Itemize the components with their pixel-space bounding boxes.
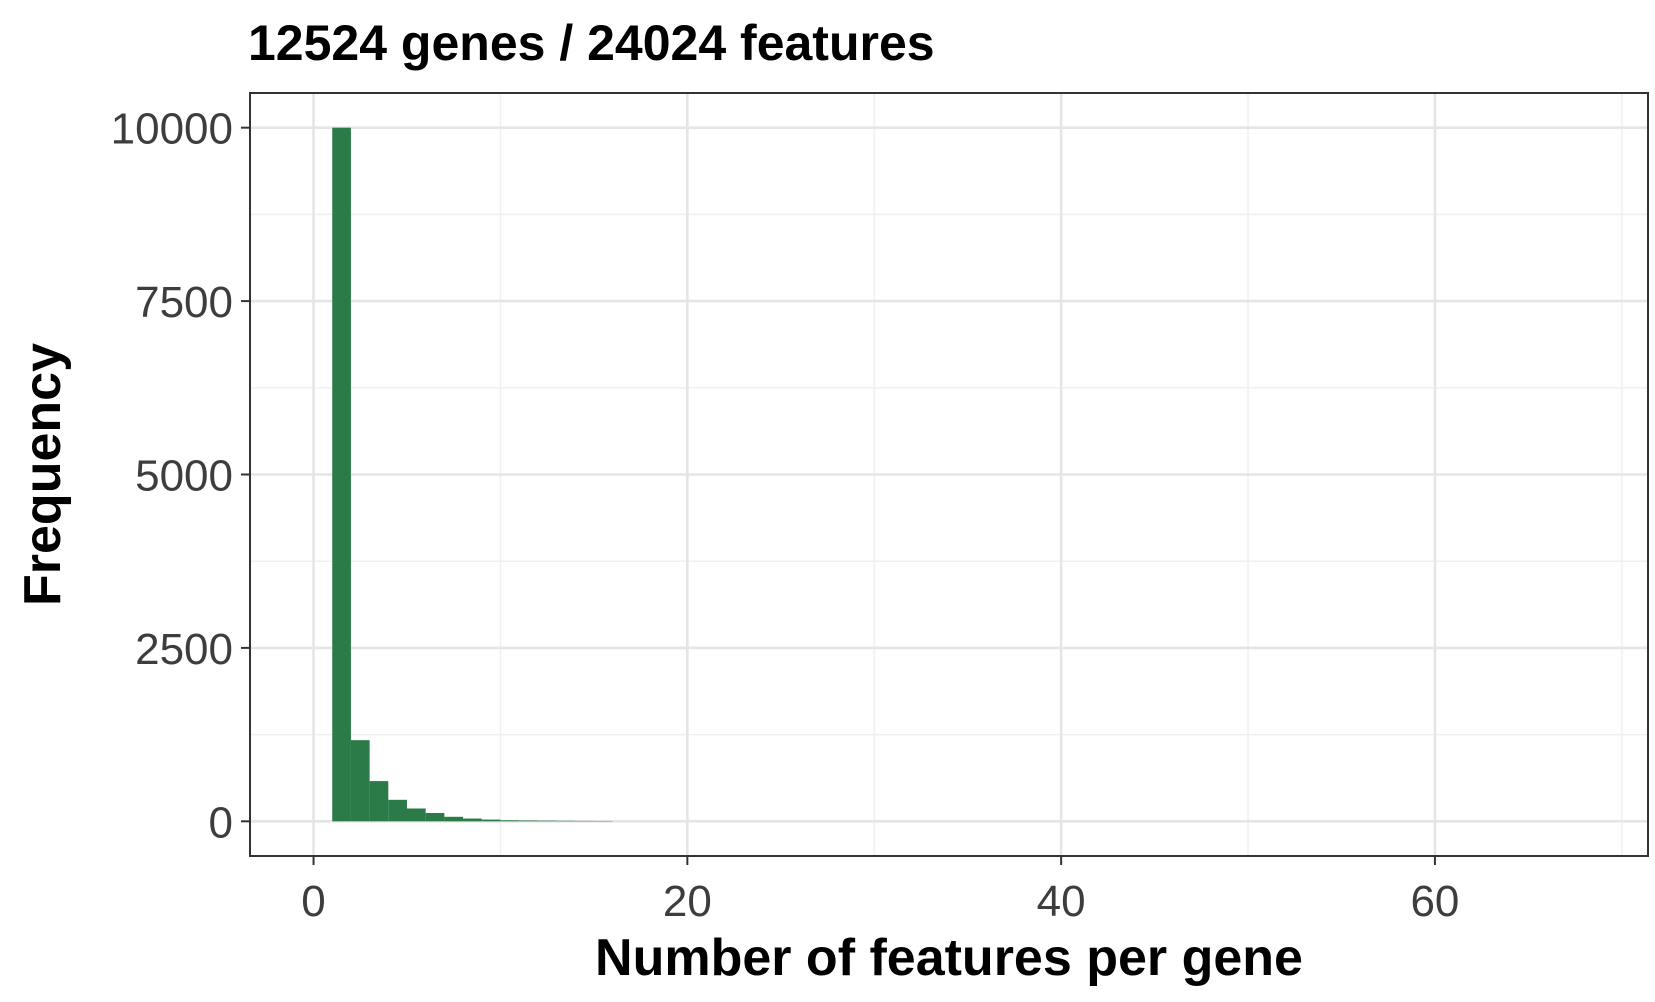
histogram-bar [556,820,576,822]
histogram-bar [444,816,464,822]
histogram-bar [463,818,482,822]
histogram-bar [350,740,370,822]
histogram-bar [481,819,501,822]
y-tick-label: 5000 [135,452,233,501]
x-axis-title: Number of features per gene [595,929,1303,987]
x-tick-label: 20 [663,877,712,926]
histogram-bar [388,799,407,822]
histogram-bar [369,781,389,822]
histogram-bar [406,808,426,822]
histogram-bar [537,820,557,822]
axis-ticks: 0 20 40 60 0 2500 5000 7500 10000 [111,105,1460,926]
x-tick-label: 40 [1037,877,1086,926]
histogram-bar [519,820,538,822]
x-tick-label: 60 [1410,877,1459,926]
y-axis-title: Frequency [14,343,72,606]
y-tick-label: 7500 [135,278,233,327]
x-tick-label: 0 [301,877,325,926]
histogram-bars [332,127,613,822]
chart-title: 12524 genes / 24024 features [248,15,935,71]
y-tick-label: 2500 [135,625,233,674]
grid-lines [250,93,1648,856]
y-tick-label: 10000 [111,105,233,154]
histogram-bar [425,812,445,822]
histogram-bar [332,127,351,822]
histogram-bar [500,820,520,822]
y-tick-label: 0 [209,798,233,847]
